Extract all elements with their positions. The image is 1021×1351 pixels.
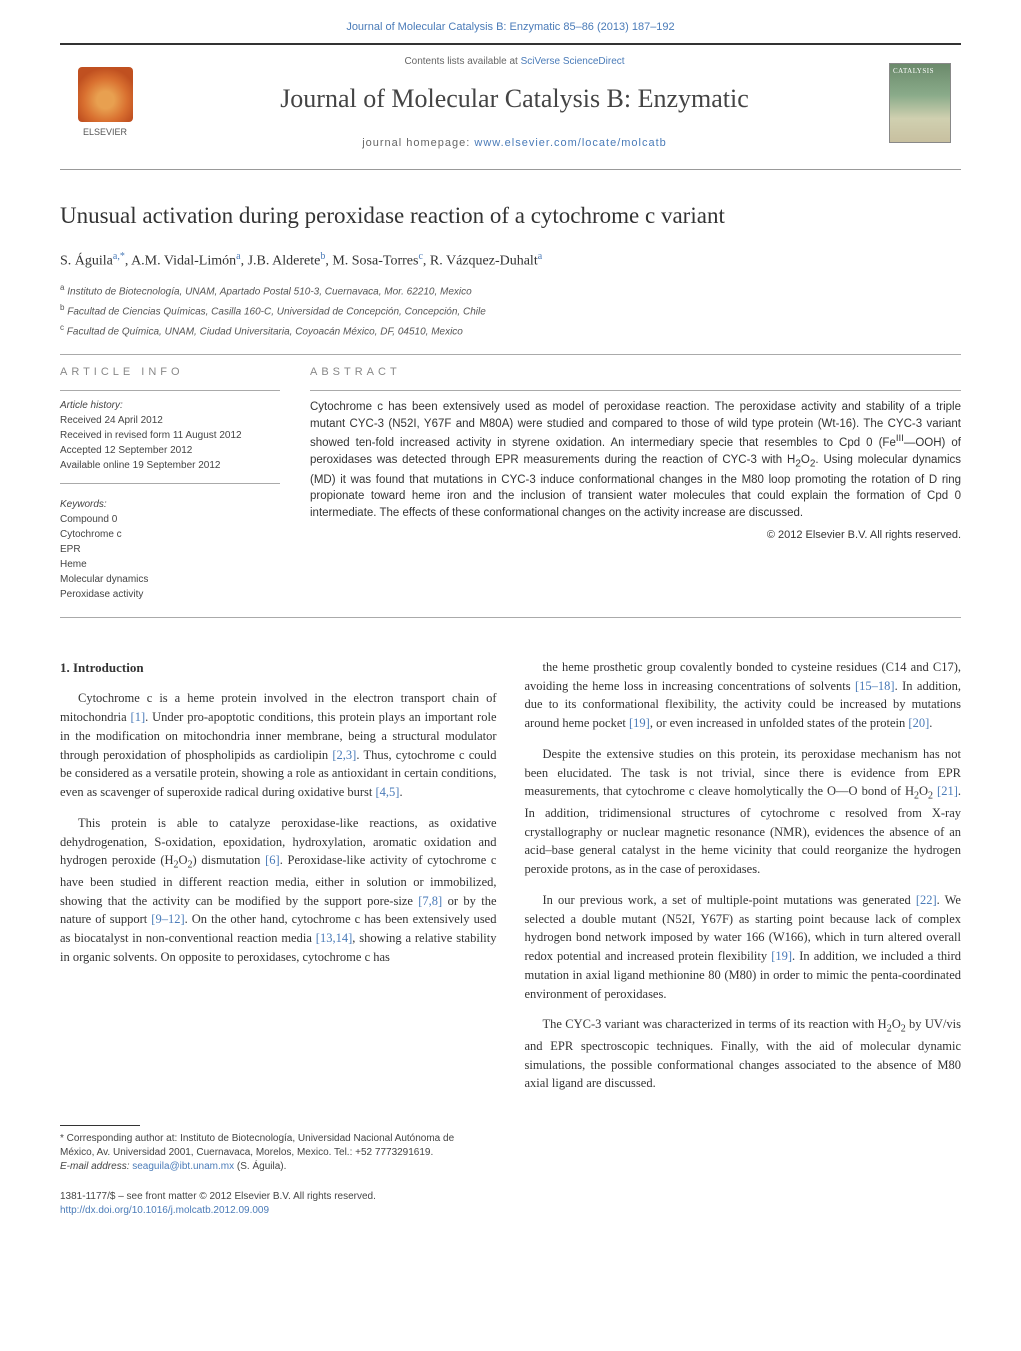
keyword-item: Cytochrome c [60, 528, 280, 542]
article-info-block: ARTICLE INFO Article history: Received 2… [60, 365, 280, 603]
affiliation-item: c Facultad de Química, UNAM, Ciudad Univ… [60, 322, 961, 339]
journal-homepage-line: journal homepage: www.elsevier.com/locat… [150, 136, 879, 151]
history-item: Received in revised form 11 August 2012 [60, 429, 280, 443]
doi-link[interactable]: http://dx.doi.org/10.1016/j.molcatb.2012… [60, 1205, 269, 1216]
history-list: Received 24 April 2012Received in revise… [60, 414, 280, 473]
keyword-item: Heme [60, 558, 280, 572]
header-journal-citation[interactable]: Journal of Molecular Catalysis B: Enzyma… [0, 0, 1021, 43]
sciencedirect-link[interactable]: SciVerse ScienceDirect [521, 56, 625, 67]
body-paragraph: In our previous work, a set of multiple-… [525, 891, 962, 1004]
article-title: Unusual activation during peroxidase rea… [60, 200, 961, 232]
keyword-item: EPR [60, 543, 280, 557]
info-bottom-rule [60, 617, 961, 618]
abstract-inner-rule [310, 390, 961, 391]
elsevier-logo[interactable]: ELSEVIER [70, 67, 140, 139]
info-inner-rule [60, 390, 280, 391]
keywords-label: Keywords: [60, 498, 280, 512]
journal-cover-thumbnail[interactable]: CATALYSIS [889, 63, 951, 143]
body-paragraph: This protein is able to catalyze peroxid… [60, 814, 497, 967]
abstract-copyright: © 2012 Elsevier B.V. All rights reserved… [310, 528, 961, 543]
abstract-text: Cytochrome c has been extensively used a… [310, 399, 961, 522]
corresponding-author: * Corresponding author at: Instituto de … [60, 1132, 483, 1174]
email-suffix: (S. Águila). [234, 1161, 286, 1172]
history-item: Accepted 12 September 2012 [60, 444, 280, 458]
left-footer-wrap: * Corresponding author at: Instituto de … [60, 1125, 483, 1218]
keyword-item: Peroxidase activity [60, 588, 280, 602]
body-column-left: 1. Introduction Cytochrome c is a heme p… [60, 658, 497, 1105]
history-item: Available online 19 September 2012 [60, 459, 280, 473]
authors-line: S. Águilaa,*, A.M. Vidal-Limóna, J.B. Al… [60, 250, 961, 271]
body-columns: 1. Introduction Cytochrome c is a heme p… [60, 658, 961, 1105]
corr-email-line: E-mail address: seaguila@ibt.unam.mx (S.… [60, 1160, 483, 1174]
cover-thumb-text: CATALYSIS [893, 67, 947, 77]
history-label: Article history: [60, 399, 280, 413]
affiliations: a Instituto de Biotecnología, UNAM, Apar… [60, 282, 961, 340]
keyword-item: Molecular dynamics [60, 573, 280, 587]
affiliation-item: a Instituto de Biotecnología, UNAM, Apar… [60, 282, 961, 299]
journal-header-box: ELSEVIER Contents lists available at Sci… [60, 45, 961, 170]
header-center: Contents lists available at SciVerse Sci… [150, 55, 879, 151]
elsevier-tree-icon [78, 67, 133, 122]
corr-email-link[interactable]: seaguila@ibt.unam.mx [132, 1161, 234, 1172]
body-paragraph: Cytochrome c is a heme protein involved … [60, 689, 497, 802]
email-label: E-mail address: [60, 1161, 132, 1172]
keyword-item: Compound 0 [60, 513, 280, 527]
corr-author-rule [60, 1125, 140, 1126]
info-abstract-row: ARTICLE INFO Article history: Received 2… [60, 365, 961, 603]
contents-prefix: Contents lists available at [404, 56, 520, 67]
contents-available-line: Contents lists available at SciVerse Sci… [150, 55, 879, 69]
article-info-heading: ARTICLE INFO [60, 365, 280, 380]
history-item: Received 24 April 2012 [60, 414, 280, 428]
bottom-publication-info: 1381-1177/$ – see front matter © 2012 El… [60, 1190, 483, 1218]
body-paragraph: Despite the extensive studies on this pr… [525, 745, 962, 879]
corr-author-text: * Corresponding author at: Instituto de … [60, 1132, 483, 1160]
body-column-right: the heme prosthetic group covalently bon… [525, 658, 962, 1105]
elsevier-name: ELSEVIER [70, 126, 140, 139]
article-content: Unusual activation during peroxidase rea… [0, 170, 1021, 1238]
abstract-heading: ABSTRACT [310, 365, 961, 380]
abstract-block: ABSTRACT Cytochrome c has been extensive… [310, 365, 961, 603]
body-paragraph: the heme prosthetic group covalently bon… [525, 658, 962, 733]
homepage-link[interactable]: www.elsevier.com/locate/molcatb [474, 137, 666, 149]
affiliation-item: b Facultad de Ciencias Químicas, Casilla… [60, 302, 961, 319]
journal-title: Journal of Molecular Catalysis B: Enzyma… [150, 81, 879, 117]
intro-heading: 1. Introduction [60, 658, 497, 678]
keywords-list: Compound 0Cytochrome cEPRHemeMolecular d… [60, 513, 280, 602]
info-top-rule [60, 354, 961, 355]
body-paragraph: The CYC-3 variant was characterized in t… [525, 1015, 962, 1093]
homepage-label: journal homepage: [362, 137, 474, 149]
keywords-rule [60, 483, 280, 484]
issn-line: 1381-1177/$ – see front matter © 2012 El… [60, 1190, 483, 1204]
